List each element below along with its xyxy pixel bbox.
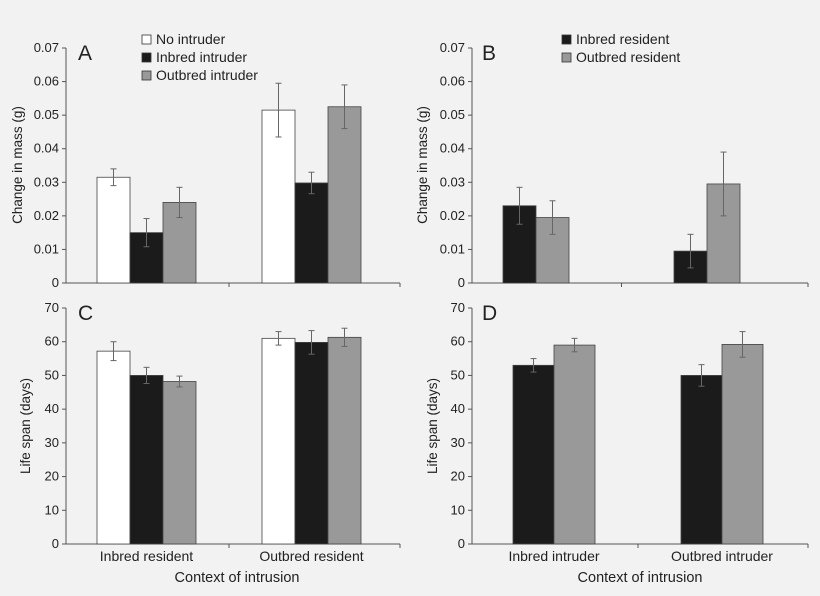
y-tick-label: 20 (451, 469, 465, 484)
y-axis-label: Life span (days) (425, 378, 440, 474)
x-axis-label: Context of intrusion (175, 570, 300, 586)
panel-c: 0 10 20 30 40 50 60 70 Inbred resident Outbred re… (18, 300, 401, 586)
legend: Inbred resident Outbred resident (561, 31, 680, 65)
bar-c-0-1 (129, 375, 164, 545)
category-label: Inbred intruder (508, 548, 599, 564)
bar-a-1-1 (294, 182, 329, 284)
y-tick-label: 30 (45, 435, 59, 450)
bar-c-1-2 (327, 336, 362, 545)
bar-a-1-2 (327, 106, 362, 284)
y-axis-label: Change in mass (g) (10, 106, 25, 224)
y-tick-label: 0.05 (440, 107, 465, 122)
y-tick-label: 0.03 (440, 174, 465, 189)
legend-label: Inbred intruder (156, 49, 247, 65)
y-tick-label: 0 (458, 275, 465, 290)
legend: No intruder Inbred intruder Outbred intrud… (141, 31, 258, 83)
bar-d-0-0 (512, 364, 555, 545)
y-axis-label: Change in mass (g) (415, 106, 430, 224)
legend-label: Inbred resident (576, 31, 670, 47)
x-axis-label: Context of intrusion (578, 570, 703, 586)
legend-swatch (561, 34, 572, 45)
y-tick-label: 30 (451, 435, 465, 450)
panel-label: B (482, 42, 496, 65)
y-tick-label: 40 (45, 401, 59, 416)
bar-d-0-1 (553, 344, 596, 545)
bar-c-1-1 (294, 341, 329, 545)
y-tick-label: 50 (45, 367, 59, 382)
bar-c-0-2 (162, 381, 197, 545)
bar-c-1-0 (261, 337, 296, 545)
y-tick-label: 20 (45, 469, 59, 484)
y-tick-label: 0.05 (34, 107, 59, 122)
panel-label: D (482, 302, 497, 325)
panel-label: C (78, 302, 93, 325)
y-tick-label: 0.04 (440, 141, 465, 156)
y-tick-label: 0.02 (34, 208, 59, 223)
category-label: Outbred resident (259, 548, 363, 564)
y-tick-label: 60 (45, 334, 59, 349)
y-tick-label: 0.03 (34, 174, 59, 189)
y-tick-label: 0.01 (440, 241, 465, 256)
legend-swatch (141, 70, 152, 81)
y-tick-label: 10 (451, 502, 465, 517)
legend-label: Outbred resident (576, 49, 680, 65)
bar-c-0-0 (96, 350, 131, 545)
y-tick-label: 40 (451, 401, 465, 416)
bar-a-0-0 (96, 176, 131, 284)
y-tick-label: 0 (458, 536, 465, 551)
y-tick-label: 0 (52, 275, 59, 290)
legend-swatch (561, 52, 572, 63)
y-tick-label: 0.04 (34, 141, 59, 156)
panel-b: 0 0.01 0.02 0.03 0.04 0.05 0.06 0.07 B Change in … (415, 31, 809, 290)
y-tick-label: 0.02 (440, 208, 465, 223)
panel-a: 0 0.01 0.02 0.03 0.04 0.05 0.06 0.07 A Change in … (10, 31, 401, 290)
category-label: Outbred intruder (671, 548, 773, 564)
category-label: Inbred resident (100, 548, 194, 564)
legend-swatch (141, 52, 152, 63)
legend-label: No intruder (156, 31, 226, 47)
y-tick-label: 0.01 (34, 241, 59, 256)
y-tick-label: 70 (451, 300, 465, 315)
bar-d-1-0 (680, 375, 723, 545)
y-tick-label: 50 (451, 367, 465, 382)
y-tick-label: 0.07 (440, 40, 465, 55)
bar-d-1-1 (721, 344, 764, 545)
legend-swatch (141, 34, 152, 45)
y-tick-label: 0.06 (440, 74, 465, 89)
panel-d: 0 10 20 30 40 50 60 70 Inbred intruder Outbred in… (425, 300, 809, 586)
y-tick-label: 0.07 (34, 40, 59, 55)
y-axis-label: Life span (days) (18, 378, 33, 474)
y-tick-label: 70 (45, 300, 59, 315)
y-tick-label: 60 (451, 334, 465, 349)
y-tick-label: 10 (45, 502, 59, 517)
y-tick-label: 0.06 (34, 74, 59, 89)
legend-label: Outbred intruder (156, 67, 258, 83)
y-tick-label: 0 (52, 536, 59, 551)
panel-label: A (78, 42, 92, 65)
